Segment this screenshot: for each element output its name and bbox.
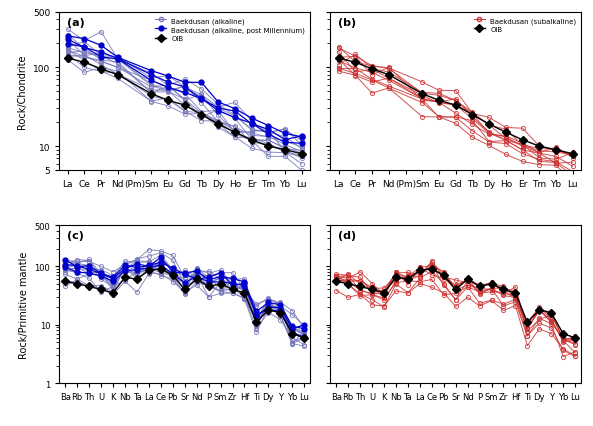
Legend: Baekdusan (subalkaline), OIB: Baekdusan (subalkaline), OIB: [473, 16, 578, 35]
Text: (d): (d): [338, 230, 356, 240]
Y-axis label: Rock/Primitive mantle: Rock/Primitive mantle: [19, 251, 29, 358]
Y-axis label: Rock/Chondrite: Rock/Chondrite: [17, 55, 27, 129]
Text: (b): (b): [338, 17, 356, 28]
Text: (a): (a): [67, 17, 85, 28]
Legend: Baekdusan (alkaline), Baekdusan (alkaline, post Millennium), OIB: Baekdusan (alkaline), Baekdusan (alkalin…: [154, 16, 307, 43]
Text: (c): (c): [67, 230, 84, 240]
